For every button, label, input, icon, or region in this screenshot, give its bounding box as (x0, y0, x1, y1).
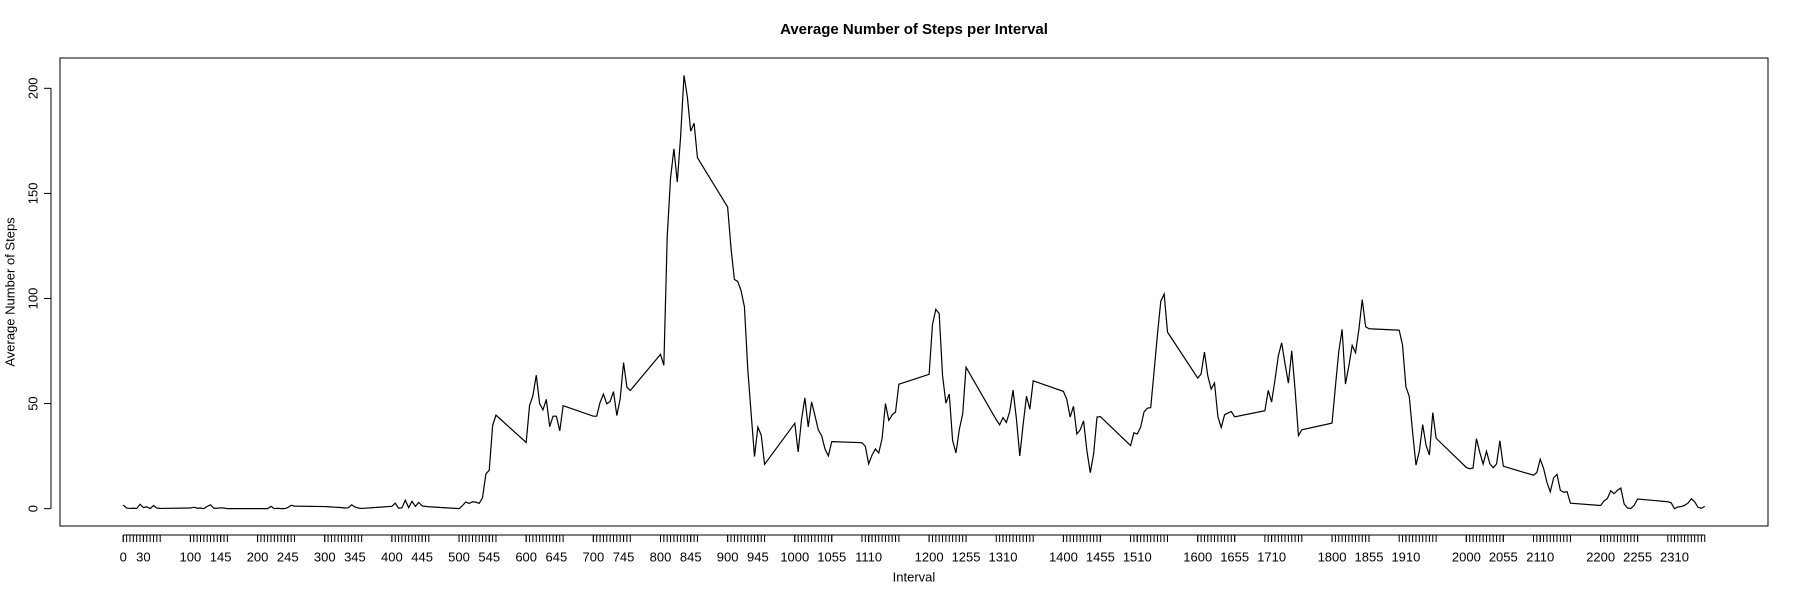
x-tick-label: 1600 (1183, 549, 1212, 564)
x-tick-label: 945 (747, 549, 769, 564)
y-axis-label: Average Number of Steps (2, 217, 17, 367)
x-tick-label: 600 (515, 549, 537, 564)
y-tick-label: 50 (25, 396, 40, 410)
chart-title: Average Number of Steps per Interval (780, 21, 1048, 38)
y-tick-label: 200 (25, 77, 40, 99)
x-tick-label: 1910 (1391, 549, 1420, 564)
x-tick-label: 1310 (989, 549, 1018, 564)
x-tick-label: 545 (478, 549, 500, 564)
x-tick-label: 400 (381, 549, 403, 564)
x-axis-label: Interval (893, 569, 936, 584)
x-tick-label: 245 (277, 549, 299, 564)
x-tick-label: 2110 (1526, 549, 1554, 564)
x-tick-label: 1800 (1318, 549, 1347, 564)
data-line (122, 75, 1706, 510)
x-tick-label: 1255 (952, 549, 981, 564)
x-tick-label: 30 (136, 549, 150, 564)
x-tick-label: 100 (180, 549, 202, 564)
plot-frame (59, 57, 1769, 527)
x-tick-label: 1510 (1123, 549, 1152, 564)
x-tick-label: 1655 (1220, 549, 1249, 564)
x-tick-label: 745 (613, 549, 635, 564)
x-tick-label: 1000 (780, 549, 809, 564)
x-tick-label: 345 (344, 549, 366, 564)
x-tick-label: 1110 (855, 549, 882, 564)
x-tick-label: 145 (210, 549, 232, 564)
x-tick-label: 2200 (1586, 549, 1615, 564)
x-tick-label: 1710 (1257, 549, 1286, 564)
x-tick-label: 200 (247, 549, 269, 564)
x-tick-label: 2055 (1489, 549, 1518, 564)
x-tick-label: 900 (717, 549, 739, 564)
x-tick-label: 1855 (1355, 549, 1384, 564)
x-tick-label: 800 (650, 549, 672, 564)
y-tick-label: 100 (25, 288, 40, 310)
x-tick-label: 2255 (1623, 549, 1652, 564)
x-tick-label: 700 (582, 549, 604, 564)
y-tick-label: 150 (25, 183, 40, 205)
x-tick-label: 300 (314, 549, 336, 564)
x-tick-label: 500 (448, 549, 470, 564)
x-tick-label: 845 (680, 549, 702, 564)
x-tick-label: 2310 (1660, 549, 1689, 564)
x-tick-label: 1055 (817, 549, 846, 564)
x-tick-label: 1400 (1049, 549, 1078, 564)
x-tick-label: 645 (546, 549, 568, 564)
x-tick-label: 2000 (1452, 549, 1481, 564)
x-tick-label: 1200 (915, 549, 944, 564)
x-tick-label: 445 (411, 549, 433, 564)
x-tick-label: 1455 (1086, 549, 1115, 564)
x-tick-label: 0 (120, 549, 127, 564)
y-tick-label: 0 (25, 505, 40, 512)
